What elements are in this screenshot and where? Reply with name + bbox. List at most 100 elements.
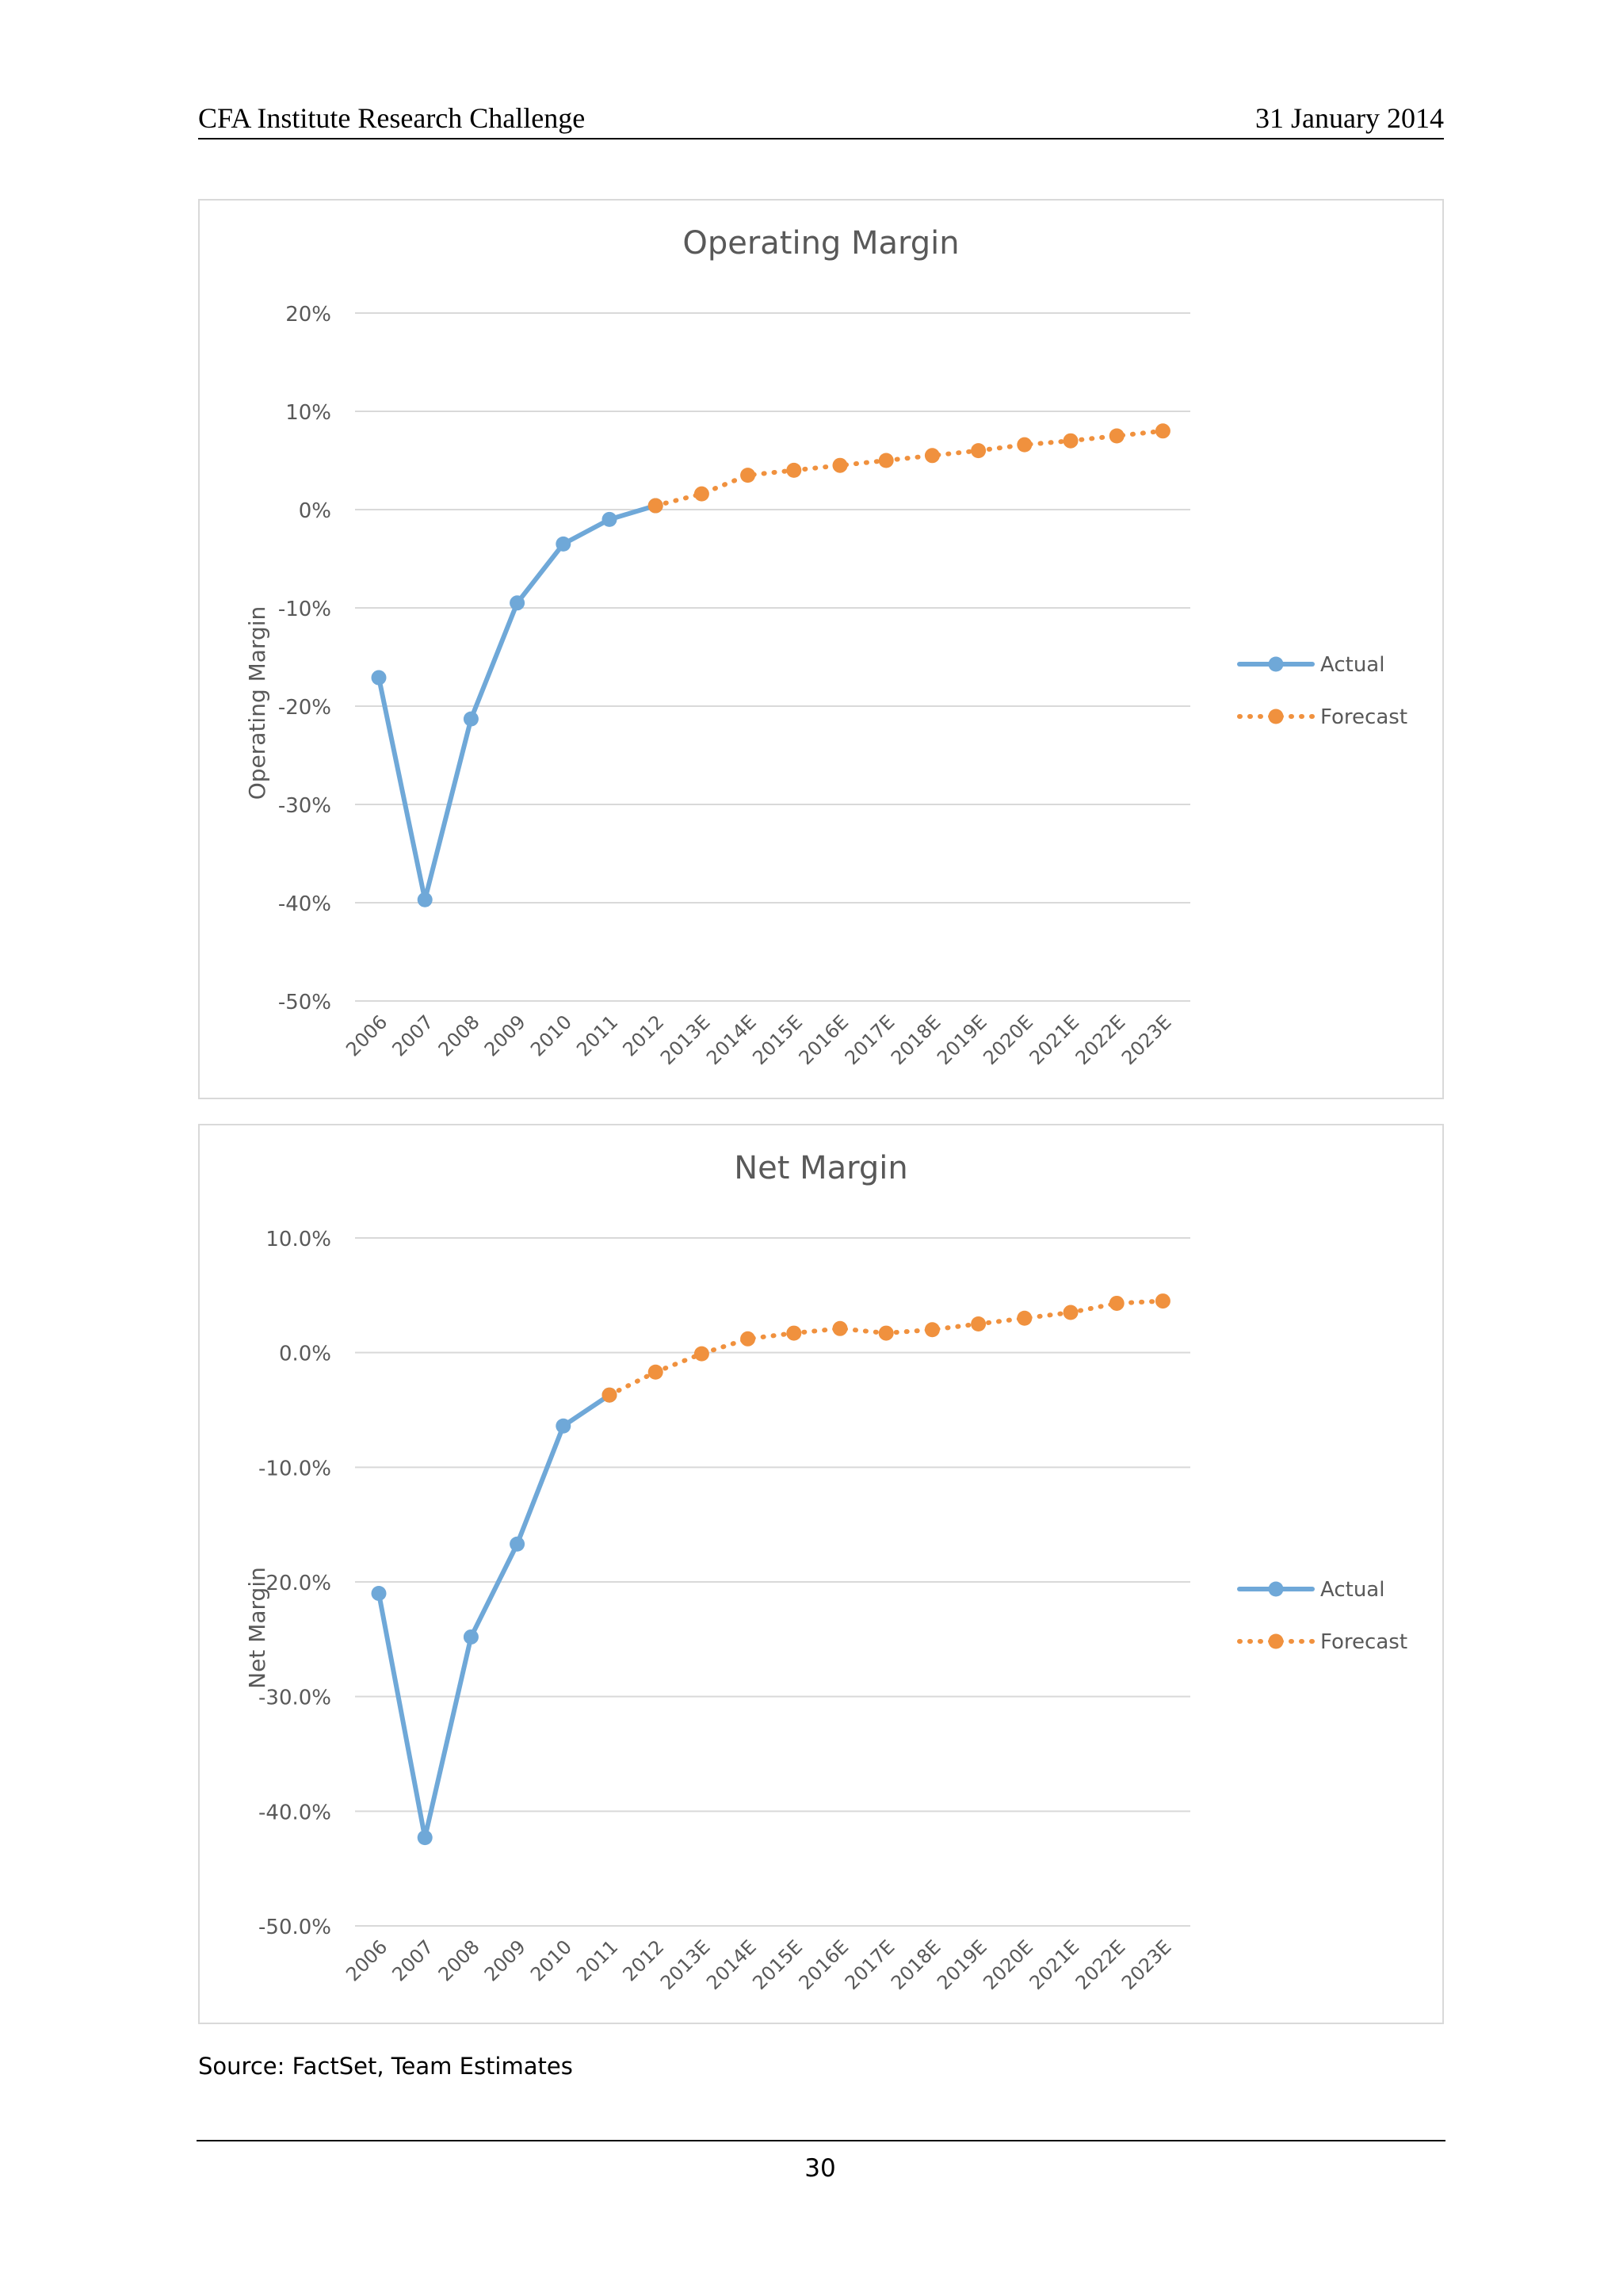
x-tick-label: 2007 xyxy=(388,1010,437,1060)
x-tick-label: 2016E xyxy=(795,1935,854,1994)
operating-margin-plot: Operating Margin 20% 10% 0% -10% -20% -30% -40%… xyxy=(244,225,1407,1069)
data-point-forecast xyxy=(647,498,663,514)
y-tick-label: -30% xyxy=(278,794,331,818)
legend-label: Forecast xyxy=(1320,1630,1407,1654)
x-tick-label: 2011 xyxy=(572,1010,622,1060)
data-point-forecast xyxy=(878,1325,894,1341)
y-tick-label: -50% xyxy=(278,991,331,1014)
x-tick-label: 2011 xyxy=(572,1935,622,1985)
x-tick-label: 2013E xyxy=(656,1935,715,1994)
x-tick-label: 2008 xyxy=(434,1010,484,1060)
data-point-actual xyxy=(371,670,387,686)
data-point-forecast xyxy=(786,1325,802,1341)
data-point-actual xyxy=(417,1830,433,1846)
data-point-actual xyxy=(510,595,525,611)
y-axis-label: Net Margin xyxy=(244,1567,270,1689)
data-point-actual xyxy=(371,1585,387,1601)
data-point-forecast xyxy=(878,453,894,468)
operating-margin-chart: Operating Margin 20% 10% 0% -10% -20% -30% -40%… xyxy=(198,199,1444,1099)
data-point-actual xyxy=(556,536,571,552)
y-tick-label: -50.0% xyxy=(258,1916,331,1939)
x-tick-label: 2016E xyxy=(795,1010,854,1069)
data-point-actual xyxy=(510,1536,525,1552)
data-point-forecast xyxy=(740,1331,756,1347)
data-point-forecast xyxy=(924,448,940,464)
data-point-forecast xyxy=(971,443,987,459)
data-point-forecast xyxy=(971,1316,987,1331)
header-rule xyxy=(198,138,1444,139)
data-point-forecast xyxy=(786,462,802,478)
data-point-forecast xyxy=(1109,1295,1125,1311)
x-tick-label: 2007 xyxy=(388,1935,437,1985)
x-tick-label: 2015E xyxy=(748,1010,807,1069)
data-point-forecast xyxy=(924,1322,940,1338)
x-tick-label: 2023E xyxy=(1117,1010,1176,1069)
data-point-actual xyxy=(601,511,617,527)
legend-marker-forecast xyxy=(1268,1633,1284,1649)
x-tick-label: 2008 xyxy=(434,1935,484,1985)
x-tick-label: 2019E xyxy=(933,1935,991,1994)
x-tick-label: 2017E xyxy=(841,1010,899,1069)
y-tick-label: 10% xyxy=(285,401,331,425)
data-point-forecast xyxy=(832,457,848,473)
data-point-forecast xyxy=(693,486,709,502)
data-point-forecast xyxy=(1063,1305,1079,1320)
x-tick-label: 2015E xyxy=(748,1935,807,1994)
data-point-forecast xyxy=(1155,423,1170,439)
y-axis-label: Operating Margin xyxy=(244,606,270,800)
page-number: 30 xyxy=(804,2154,836,2183)
x-tick-label: 2020E xyxy=(979,1010,1037,1069)
header-title: CFA Institute Research Challenge xyxy=(198,102,586,134)
data-point-forecast xyxy=(1063,433,1079,449)
data-point-forecast xyxy=(1109,428,1125,444)
x-tick-label: 2009 xyxy=(480,1010,530,1060)
x-tick-label: 2018E xyxy=(887,1010,945,1069)
x-tick-label: 2006 xyxy=(342,1935,391,1985)
source-note: Source: FactSet, Team Estimates xyxy=(198,2053,573,2080)
x-tick-label: 2020E xyxy=(979,1935,1037,1994)
legend-label: Actual xyxy=(1320,1578,1384,1602)
x-tick-label: 2014E xyxy=(702,1935,761,1994)
data-point-forecast xyxy=(740,468,756,483)
y-tick-label: -20% xyxy=(278,696,331,720)
x-tick-label: 2009 xyxy=(480,1935,530,1985)
x-tick-label: 2017E xyxy=(841,1935,899,1994)
x-tick-label: 2019E xyxy=(933,1010,991,1069)
x-tick-label: 2010 xyxy=(526,1010,576,1060)
legend-marker-forecast xyxy=(1268,709,1284,724)
data-point-actual xyxy=(556,1418,571,1434)
y-tick-label: -10% xyxy=(278,598,331,621)
x-tick-label: 2022E xyxy=(1071,1010,1130,1069)
y-tick-label: 0.0% xyxy=(279,1343,331,1366)
x-tick-label: 2018E xyxy=(887,1935,945,1994)
x-tick-label: 2006 xyxy=(342,1010,391,1060)
x-tick-label: 2014E xyxy=(702,1010,761,1069)
legend-label: Forecast xyxy=(1320,705,1407,729)
data-point-forecast xyxy=(1017,1310,1033,1326)
data-point-forecast xyxy=(832,1320,848,1336)
series-line-actual xyxy=(376,503,659,903)
y-tick-label: -30.0% xyxy=(258,1687,331,1710)
chart-title: Operating Margin xyxy=(682,225,959,262)
y-tick-label: -40% xyxy=(278,892,331,916)
x-tick-label: 2021E xyxy=(1025,1010,1084,1069)
y-tick-label: -10.0% xyxy=(258,1457,331,1480)
y-tick-label: -20.0% xyxy=(258,1572,331,1595)
header-date: 31 January 2014 xyxy=(1255,102,1444,134)
data-point-forecast xyxy=(601,1387,617,1403)
x-tick-label: 2013E xyxy=(656,1010,715,1069)
y-tick-label: 0% xyxy=(299,499,331,523)
legend-marker-actual xyxy=(1268,656,1284,672)
data-point-forecast xyxy=(693,1346,709,1362)
data-point-forecast xyxy=(1017,437,1033,453)
footer-rule xyxy=(197,2140,1445,2141)
legend-marker-actual xyxy=(1268,1581,1284,1597)
chart-title: Net Margin xyxy=(734,1150,908,1186)
x-tick-label: 2023E xyxy=(1117,1935,1176,1994)
data-point-actual xyxy=(463,711,479,727)
net-margin-plot: Net Margin 10.0% 0.0% -10.0% -20.0% -30.0% -40… xyxy=(244,1150,1407,1994)
data-point-actual xyxy=(463,1629,479,1645)
x-tick-label: 2010 xyxy=(526,1935,576,1985)
data-point-forecast xyxy=(647,1364,663,1380)
data-point-actual xyxy=(417,892,433,907)
